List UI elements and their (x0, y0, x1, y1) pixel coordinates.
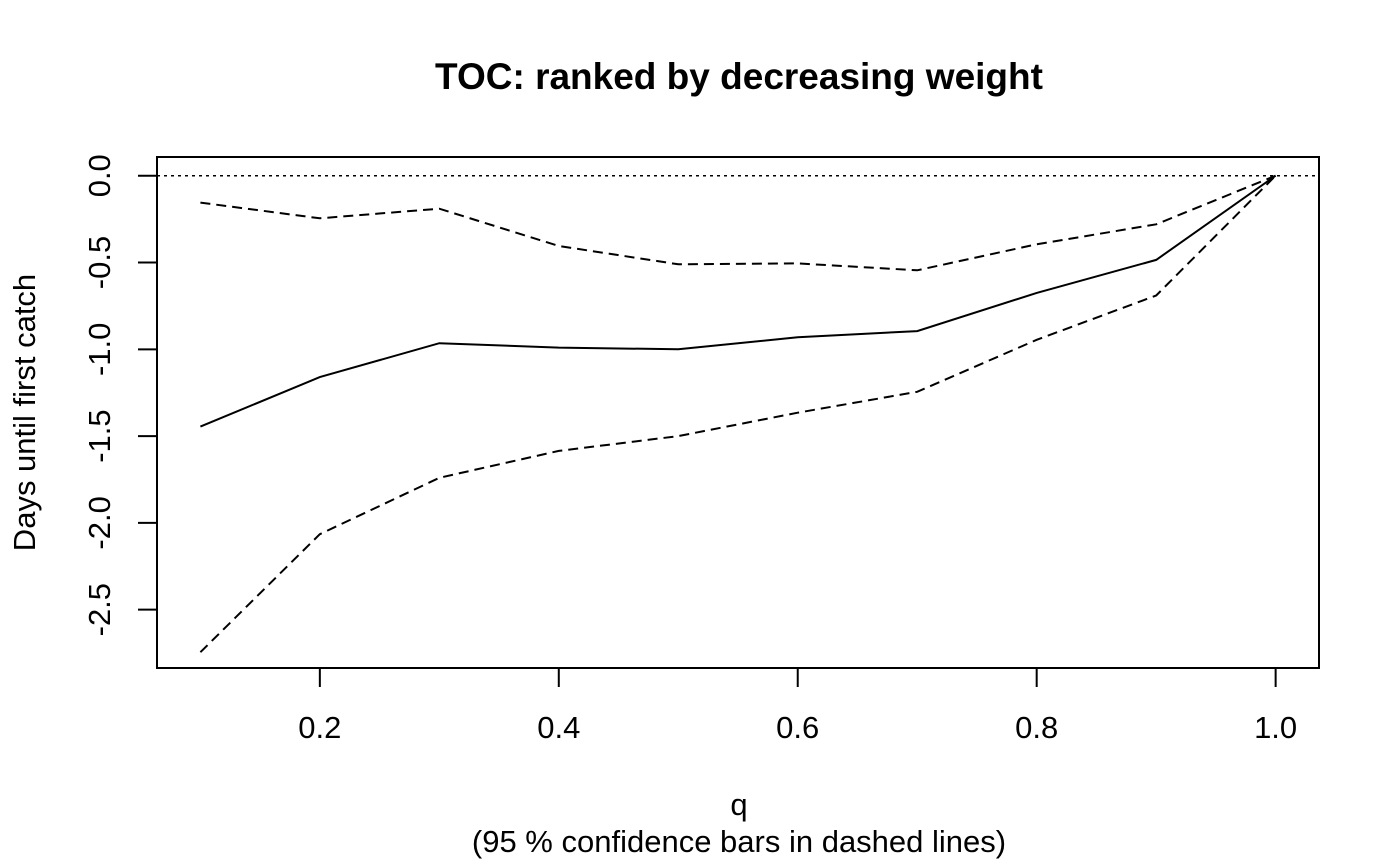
chart-subtitle: (95 % confidence bars in dashed lines) (471, 824, 1007, 859)
y-tick-label: -1.5 (82, 409, 117, 462)
x-tick-label: 0.8 (1015, 710, 1058, 745)
y-tick-label: -2.0 (82, 496, 117, 549)
y-axis-label: Days until first catch (7, 274, 42, 551)
chart-title: TOC: ranked by decreasing weight (435, 56, 1043, 97)
y-tick-label: -2.5 (82, 583, 117, 636)
x-tick-label: 1.0 (1254, 710, 1297, 745)
series-line-upper (200, 174, 1276, 272)
y-tick-label: 0.0 (82, 154, 117, 197)
x-tick-label: 0.6 (776, 710, 819, 745)
y-tick-label: -1.0 (82, 323, 117, 376)
x-tick-label: 0.4 (537, 710, 580, 745)
series-line-lower (199, 174, 1277, 653)
series-line-estimate (200, 174, 1277, 428)
x-tick-label: 0.2 (298, 710, 341, 745)
x-axis-label: q (730, 787, 748, 822)
y-tick-label: -0.5 (82, 236, 117, 289)
plot-frame (156, 156, 1320, 669)
